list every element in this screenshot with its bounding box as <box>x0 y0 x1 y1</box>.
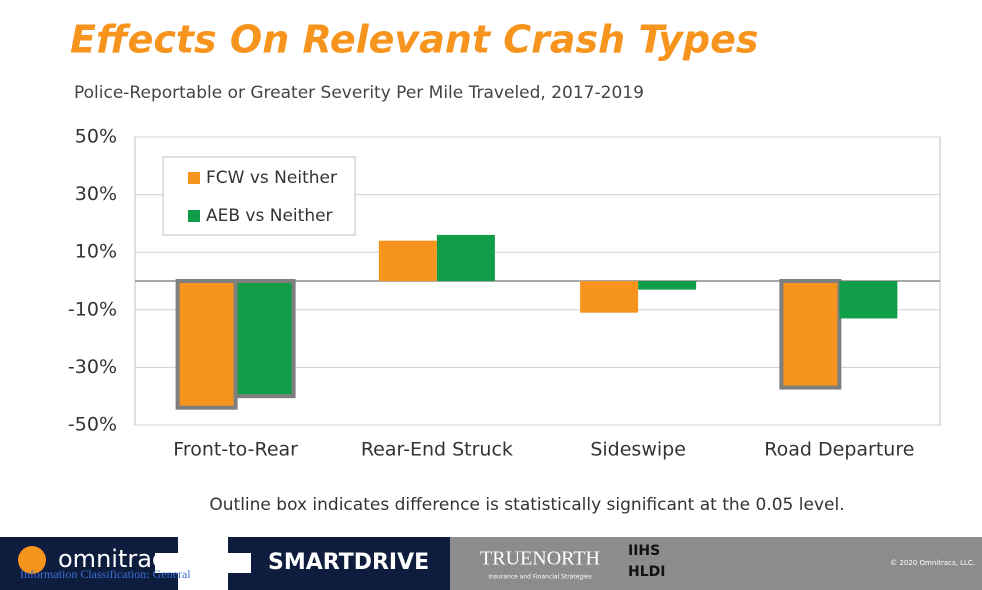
chart-title: Effects On Relevant Crash Types <box>70 18 758 62</box>
hldi-logo: HLDI <box>628 564 665 580</box>
truenorth-logo: TRUENORTH <box>480 548 600 570</box>
chart-subtitle: Police-Reportable or Greater Severity Pe… <box>74 83 644 103</box>
bar <box>378 240 437 281</box>
omnitracs-logo: omnitracs <box>58 545 178 573</box>
legend-swatch <box>188 210 200 222</box>
y-tick-label: -10% <box>68 298 117 320</box>
bar <box>436 234 495 281</box>
bar <box>839 281 898 319</box>
iihs-logo: IIHS <box>628 543 660 559</box>
bar <box>233 279 296 399</box>
omnitracs-icon <box>18 546 46 574</box>
plus-sign <box>155 553 251 573</box>
smartdrive-logo: SMARTDRIVE <box>268 550 429 575</box>
truenorth-tagline: Insurance and Financial Strategies <box>488 574 591 581</box>
x-tick-label: Sideswipe <box>590 439 686 461</box>
y-tick-label: -30% <box>68 356 117 378</box>
bar <box>580 281 639 313</box>
x-tick-label: Front-to-Rear <box>173 439 298 461</box>
classification: Information Classification: General <box>20 567 191 581</box>
copyright: © 2020 Omnitracs, LLC. <box>890 559 975 567</box>
x-tick-label: Rear-End Struck <box>361 439 513 461</box>
plot: -50% -30% -10% 10% 30% 50% Front-to-Rear Rear-E… <box>68 126 940 461</box>
y-tick-label: 50% <box>75 126 117 148</box>
legend-label: FCW vs Neither <box>206 168 337 188</box>
bar <box>779 279 842 390</box>
legend-swatch <box>188 172 200 184</box>
bar <box>175 279 238 410</box>
x-tick-label: Road Departure <box>764 439 914 461</box>
y-tick-label: -50% <box>68 414 117 436</box>
footer-gray <box>450 537 982 590</box>
legend-label: AEB vs Neither <box>206 206 333 226</box>
y-tick-label: 30% <box>75 183 117 205</box>
bar <box>638 281 697 290</box>
chart-note: Outline box indicates difference is stat… <box>209 495 844 515</box>
y-tick-label: 10% <box>75 241 117 263</box>
